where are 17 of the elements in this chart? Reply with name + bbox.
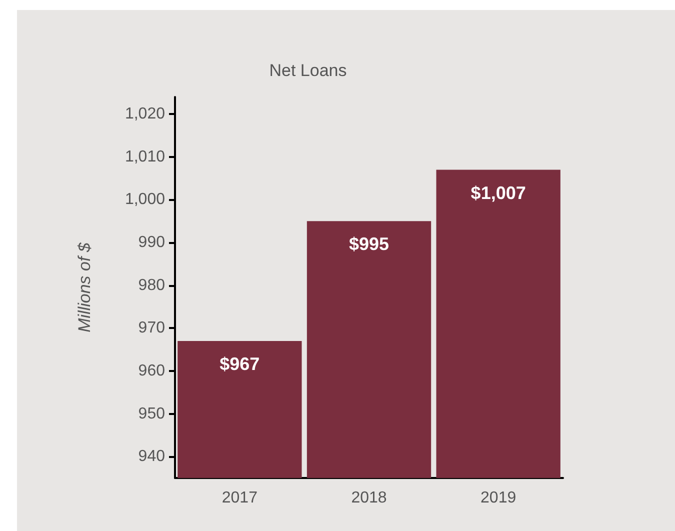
x-tick-label: 2018: [351, 490, 387, 506]
data-label: $995: [348, 234, 390, 254]
x-tick-label: 2017: [222, 490, 258, 506]
y-tick-label: 1,010: [124, 148, 166, 166]
y-tick-label: 940: [138, 448, 166, 466]
data-label: $1,007: [470, 182, 526, 203]
y-tick-label: 980: [138, 276, 166, 294]
y-tick-label: 1,020: [124, 106, 166, 123]
y-tick-label: 990: [138, 234, 166, 252]
y-axis-title: Millions of $: [75, 242, 94, 332]
y-tick-label: 950: [138, 405, 166, 422]
chart-title: Net Loans: [269, 61, 347, 80]
y-tick-label: 1,000: [124, 191, 166, 208]
x-tick-label: 2019: [480, 490, 516, 506]
y-tick-label: 960: [138, 362, 166, 380]
data-label: $967: [220, 354, 260, 374]
y-tick-label: 970: [138, 320, 166, 337]
